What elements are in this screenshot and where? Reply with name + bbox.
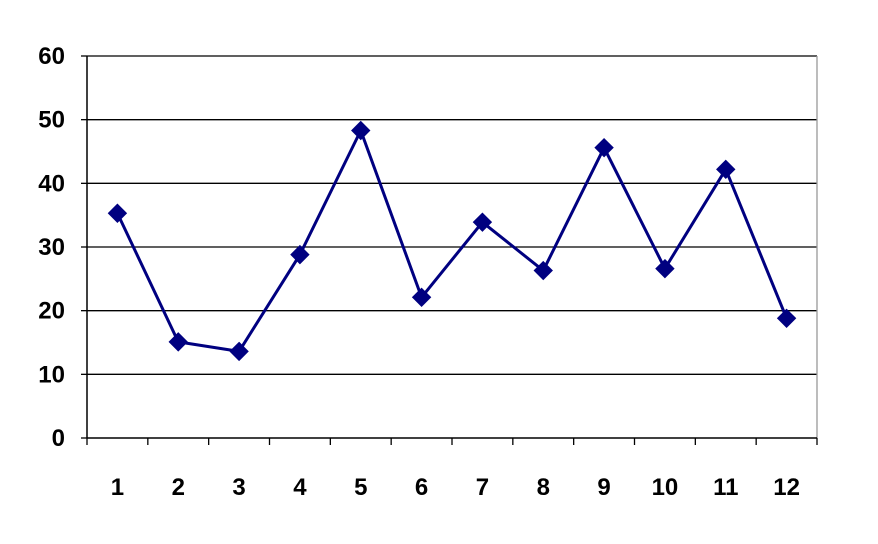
y-tick-label: 40 <box>38 170 65 197</box>
x-tick-label: 7 <box>476 474 489 501</box>
axes <box>81 55 818 445</box>
data-point-marker <box>411 287 432 308</box>
data-point-marker <box>107 203 128 223</box>
data-point-marker <box>594 137 614 158</box>
y-tick-label: 50 <box>38 107 65 134</box>
y-tick-label: 20 <box>38 298 65 325</box>
data-point-marker <box>168 332 188 352</box>
x-tick-label: 10 <box>652 474 679 501</box>
data-point-marker <box>716 159 736 180</box>
series-group <box>107 120 797 362</box>
x-tick-labels: 1 2 3 4 5 6 7 8 9 10 11 12 <box>111 474 800 501</box>
data-point-marker <box>533 260 553 281</box>
x-tick-label: 1 <box>111 474 124 501</box>
data-point-marker <box>229 341 249 362</box>
data-point-marker <box>655 258 675 279</box>
y-tick-label: 30 <box>38 234 65 261</box>
data-point-marker <box>351 120 371 141</box>
x-tick-label: 12 <box>773 474 800 501</box>
x-tick-label: 8 <box>537 474 550 501</box>
x-tick-label: 11 <box>713 474 738 501</box>
x-tick-label: 4 <box>293 474 307 501</box>
x-tick-label: 3 <box>232 474 245 501</box>
series-line <box>116 128 788 353</box>
data-point-marker <box>290 244 310 265</box>
data-point-marker <box>472 212 493 232</box>
x-tick-label: 6 <box>415 474 428 501</box>
data-point-marker <box>776 308 797 329</box>
y-tick-label: 0 <box>52 425 65 452</box>
x-tick-label: 5 <box>354 474 367 501</box>
x-tick-label: 2 <box>172 474 185 501</box>
y-tick-label: 10 <box>38 361 65 388</box>
gridlines <box>87 55 817 375</box>
x-tick-label: 9 <box>597 474 610 501</box>
y-tick-label: 60 <box>38 43 65 70</box>
y-tick-labels: 0 10 20 30 40 50 60 <box>38 43 65 452</box>
